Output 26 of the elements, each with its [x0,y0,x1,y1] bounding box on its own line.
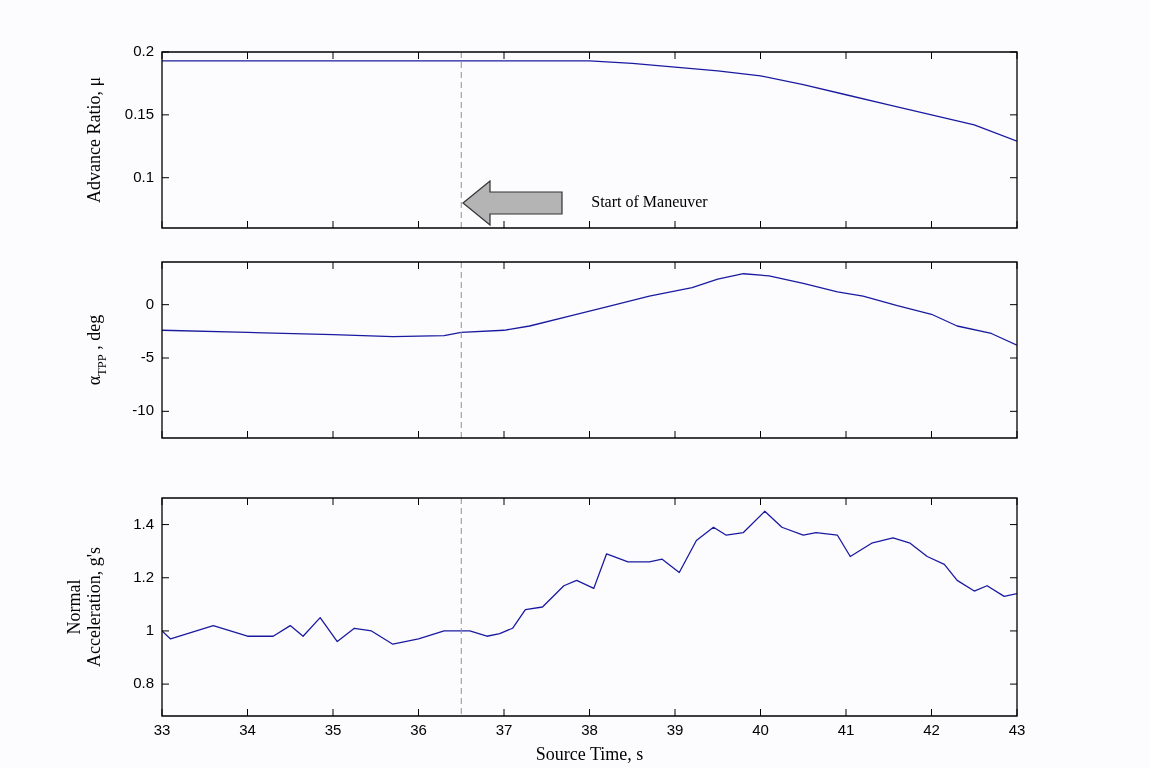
y-tick-label: -10 [132,401,154,419]
x-tick-label: 39 [666,721,684,739]
annotation: Start of Maneuver [591,193,709,211]
x-tick-label: 35 [324,721,342,739]
x-axis-title: Source Time, s [535,743,644,764]
y-tick-label: -5 [140,348,154,366]
x-tick-label: 40 [752,721,769,739]
y-tick-label: 0.2 [133,42,154,60]
x-tick-label: 34 [239,721,256,739]
y-tick-label: 0.15 [124,105,154,122]
y-axis-title: Advance Ratio, μ [84,76,104,204]
y-tick-label: 1.4 [133,514,154,532]
y-tick-label: 1.2 [133,567,154,585]
x-tick-label: 37 [495,721,513,739]
x-tick-label: 33 [153,721,171,739]
x-tick-label: 38 [581,721,598,739]
y-axis-title: αTPP , deg [84,314,110,386]
x-tick-label: 43 [1008,721,1026,739]
y-tick-label: 1 [145,621,154,639]
x-tick-label: 36 [410,721,427,739]
y-tick-label: 0 [145,294,154,312]
x-tick-label: 41 [837,721,855,739]
y-axis-title: Normal Acceleration, g's [64,546,104,668]
y-tick-label: 0.8 [133,674,154,692]
x-tick-label: 42 [923,721,940,739]
y-tick-label: 0.1 [133,167,154,185]
